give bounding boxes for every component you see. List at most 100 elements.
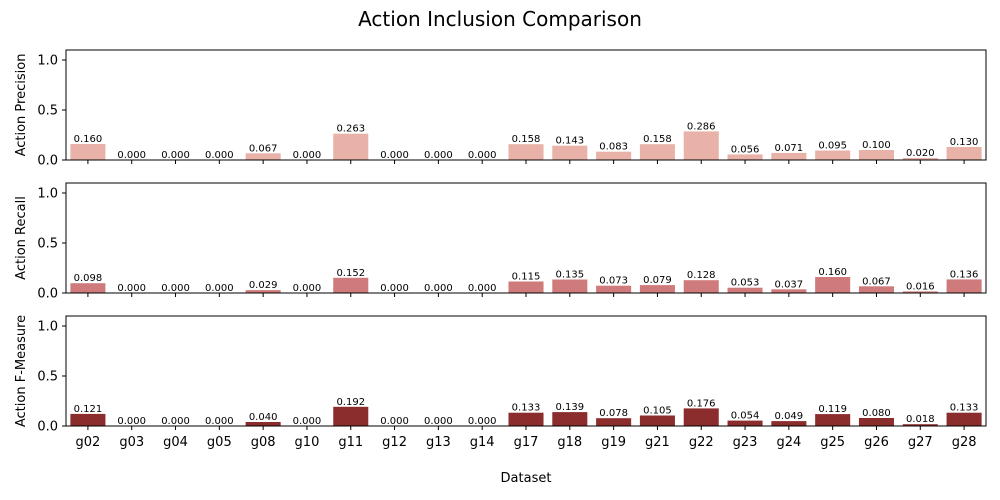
x-axis-label: Dataset bbox=[501, 471, 552, 486]
bar-value-label: 0.020 bbox=[906, 148, 935, 159]
bar-value-label: 0.158 bbox=[643, 134, 672, 145]
bar-value-label: 0.192 bbox=[336, 397, 365, 408]
bar-g11 bbox=[333, 133, 369, 160]
bar-value-label: 0.139 bbox=[555, 402, 584, 413]
bar-value-label: 0.115 bbox=[512, 272, 541, 283]
x-tick-label: g28 bbox=[952, 435, 977, 450]
x-tick-label: g12 bbox=[382, 435, 407, 450]
bar-value-label: 0.000 bbox=[380, 416, 409, 427]
x-tick-label: g23 bbox=[733, 435, 758, 450]
bar-g18 bbox=[552, 412, 588, 426]
panel-1: 0.160 0.000 0.000 0.000 0.067 0.000 0.263 0.000… bbox=[14, 49, 987, 169]
bar-value-label: 0.000 bbox=[380, 283, 409, 294]
x-tick-label: g02 bbox=[76, 435, 101, 450]
bar-g28 bbox=[946, 279, 982, 293]
x-tick-label: g25 bbox=[820, 435, 845, 450]
bar-value-label: 0.000 bbox=[380, 150, 409, 161]
bar-g28 bbox=[946, 147, 982, 160]
bar-value-label: 0.000 bbox=[205, 283, 234, 294]
x-tick-label: g04 bbox=[163, 435, 188, 450]
bar-g26 bbox=[858, 150, 894, 160]
bar-value-label: 0.049 bbox=[775, 411, 804, 422]
bar-g23 bbox=[727, 154, 763, 160]
bar-value-label: 0.067 bbox=[249, 143, 278, 154]
bar-value-label: 0.000 bbox=[205, 416, 234, 427]
bar-g02 bbox=[70, 144, 106, 160]
bar-value-label: 0.056 bbox=[731, 144, 760, 155]
bar-value-label: 0.054 bbox=[731, 411, 760, 422]
bar-g22 bbox=[683, 280, 719, 293]
bar-g21 bbox=[639, 144, 675, 160]
y-tick-label: 0.0 bbox=[37, 420, 58, 435]
bar-value-label: 0.152 bbox=[336, 268, 365, 279]
bar-g27 bbox=[902, 158, 938, 160]
bar-g11 bbox=[333, 406, 369, 426]
x-tick-label: g03 bbox=[119, 435, 144, 450]
x-tick-label: g17 bbox=[514, 435, 539, 450]
bar-value-label: 0.176 bbox=[687, 398, 716, 409]
bar-g19 bbox=[596, 418, 632, 426]
bar-value-label: 0.000 bbox=[468, 416, 497, 427]
bar-g24 bbox=[771, 152, 807, 160]
bar-value-label: 0.000 bbox=[205, 150, 234, 161]
bar-g22 bbox=[683, 131, 719, 160]
x-tick-label: g11 bbox=[338, 435, 363, 450]
bar-g02 bbox=[70, 413, 106, 426]
bar-value-label: 0.078 bbox=[599, 408, 628, 419]
bar-g26 bbox=[858, 286, 894, 293]
bar-g23 bbox=[727, 420, 763, 426]
bar-value-label: 0.000 bbox=[117, 416, 146, 427]
y-tick-label: 1.0 bbox=[37, 320, 58, 335]
bar-value-label: 0.136 bbox=[950, 269, 979, 280]
bar-value-label: 0.000 bbox=[424, 283, 453, 294]
bar-g27 bbox=[902, 424, 938, 426]
bar-g26 bbox=[858, 418, 894, 426]
bar-value-label: 0.135 bbox=[555, 270, 584, 281]
y-tick-label: 1.0 bbox=[37, 187, 58, 202]
bar-g28 bbox=[946, 412, 982, 426]
bar-value-label: 0.121 bbox=[74, 404, 103, 415]
bar-value-label: 0.000 bbox=[161, 416, 190, 427]
bar-g24 bbox=[771, 421, 807, 426]
y-tick-label: 0.5 bbox=[37, 370, 58, 385]
bar-value-label: 0.071 bbox=[775, 143, 804, 154]
bar-g08 bbox=[245, 422, 281, 426]
y-tick-label: 0.5 bbox=[37, 104, 58, 119]
bar-value-label: 0.000 bbox=[161, 150, 190, 161]
bar-value-label: 0.079 bbox=[643, 275, 672, 286]
x-tick-label: g21 bbox=[645, 435, 670, 450]
bar-value-label: 0.119 bbox=[818, 404, 847, 415]
bar-g27 bbox=[902, 291, 938, 293]
bar-value-label: 0.105 bbox=[643, 406, 672, 417]
y-tick-label: 0.5 bbox=[37, 237, 58, 252]
bar-value-label: 0.083 bbox=[599, 142, 628, 153]
panels: 0.160 0.000 0.000 0.000 0.067 0.000 0.263 0.000… bbox=[14, 49, 987, 450]
x-tick-label: g14 bbox=[470, 435, 495, 450]
bar-value-label: 0.040 bbox=[249, 412, 278, 423]
bar-value-label: 0.143 bbox=[555, 136, 584, 147]
bar-g21 bbox=[639, 415, 675, 426]
bar-value-label: 0.263 bbox=[336, 124, 365, 135]
bar-value-label: 0.018 bbox=[906, 414, 935, 425]
bar-value-label: 0.080 bbox=[862, 408, 891, 419]
y-axis-label: Action F-Measure bbox=[14, 315, 29, 427]
y-tick-label: 1.0 bbox=[37, 54, 58, 69]
bar-g25 bbox=[815, 150, 851, 160]
bar-value-label: 0.000 bbox=[468, 150, 497, 161]
x-tick-label: g24 bbox=[776, 435, 801, 450]
x-tick-label: g27 bbox=[908, 435, 933, 450]
bar-g19 bbox=[596, 151, 632, 160]
bar-g08 bbox=[245, 153, 281, 160]
bar-value-label: 0.016 bbox=[906, 281, 935, 292]
bar-g17 bbox=[508, 412, 544, 426]
bar-value-label: 0.128 bbox=[687, 270, 716, 281]
bar-value-label: 0.098 bbox=[74, 273, 103, 284]
bar-value-label: 0.160 bbox=[74, 134, 103, 145]
x-tick-label: g26 bbox=[864, 435, 889, 450]
x-tick-label: g05 bbox=[207, 435, 232, 450]
bar-value-label: 0.053 bbox=[731, 278, 760, 289]
bar-value-label: 0.160 bbox=[818, 267, 847, 278]
bar-value-label: 0.067 bbox=[862, 276, 891, 287]
bar-value-label: 0.029 bbox=[249, 280, 278, 291]
bar-g22 bbox=[683, 408, 719, 426]
